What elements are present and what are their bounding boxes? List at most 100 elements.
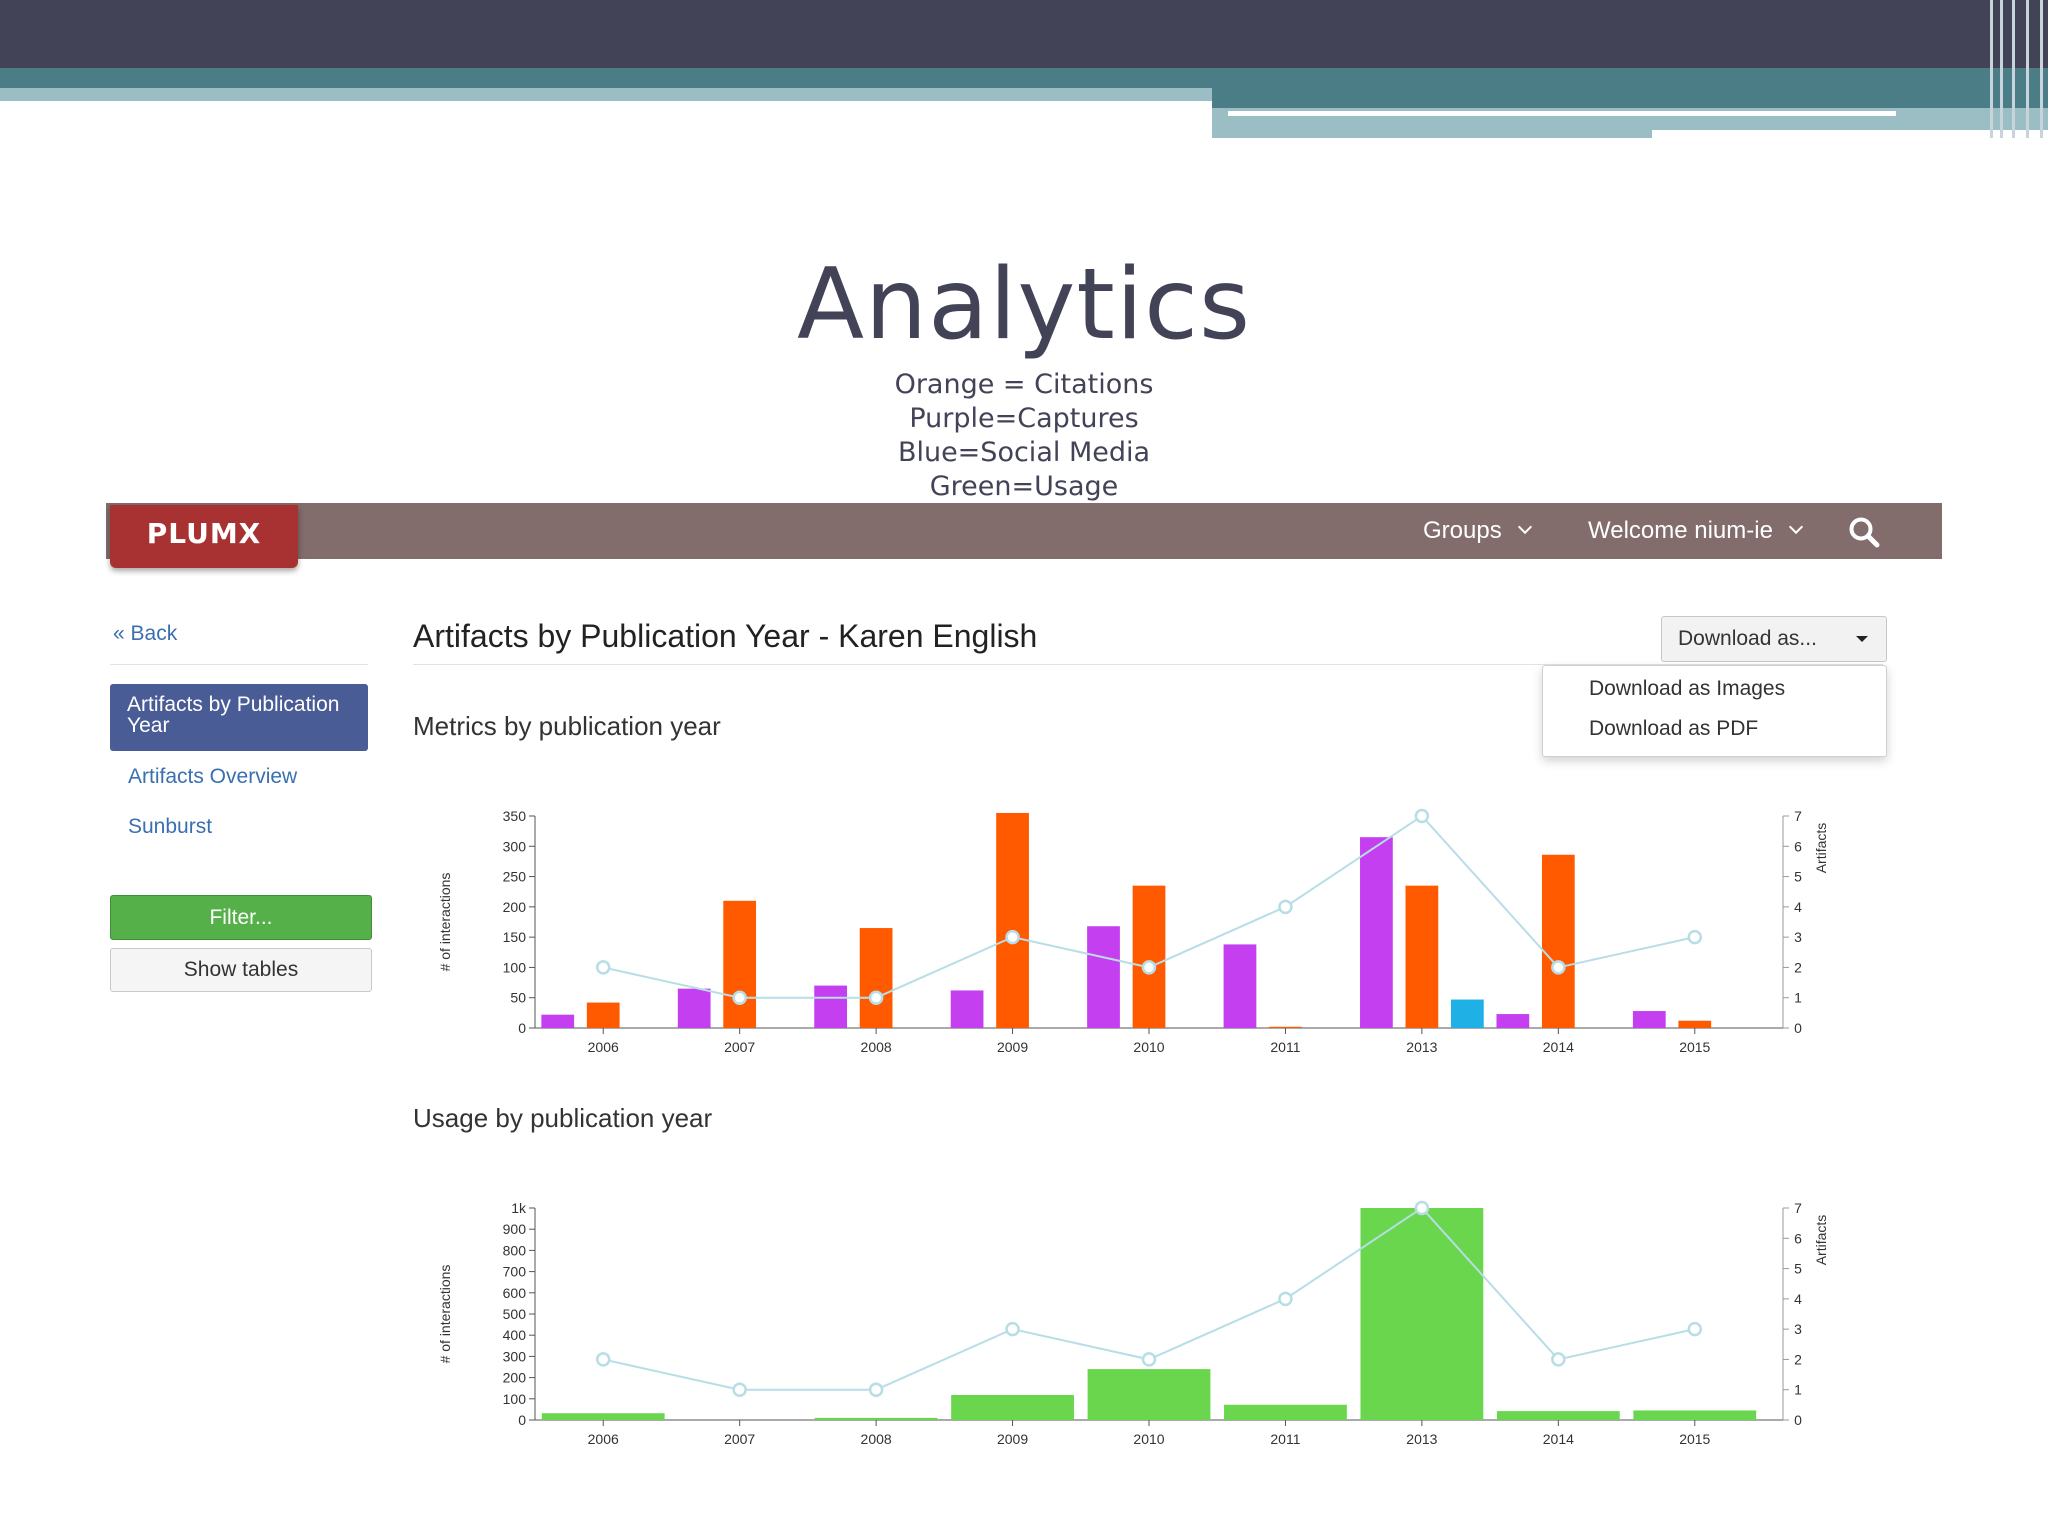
bar-citations xyxy=(1678,1020,1712,1028)
y2-tick-label: 4 xyxy=(1794,1291,1802,1307)
metrics-chart-title: Metrics by publication year xyxy=(413,711,721,741)
artifacts-point xyxy=(1551,1352,1566,1367)
sidebar-item-sunburst[interactable]: Sunburst xyxy=(128,815,213,838)
y-tick-label: 200 xyxy=(503,899,527,915)
artifacts-point xyxy=(1278,899,1293,915)
artifacts-point xyxy=(868,990,884,1005)
sidebar-item-artifacts-overview[interactable]: Artifacts Overview xyxy=(128,765,298,788)
download-button[interactable]: Download as... xyxy=(1661,616,1887,662)
legend-line-citations: Orange = Citations xyxy=(894,369,1154,400)
top-navbar xyxy=(106,503,1942,559)
show-tables-button[interactable]: Show tables xyxy=(110,948,372,992)
artifacts-point xyxy=(732,990,747,1005)
groups-menu[interactable]: Groups xyxy=(1423,503,1532,559)
plumx-logo[interactable]: PLUMX xyxy=(110,505,298,568)
bar-captures xyxy=(1223,944,1257,1028)
bar-citations xyxy=(1132,885,1166,1028)
y-tick-label: 0 xyxy=(518,1412,526,1428)
title-divider xyxy=(413,664,1883,665)
bar-usage xyxy=(541,1413,665,1420)
y2-tick-label: 5 xyxy=(1794,869,1802,885)
bar-citations xyxy=(996,812,1029,1028)
x-tick-label: 2011 xyxy=(1270,1039,1300,1055)
download-images-option[interactable]: Download as Images xyxy=(1589,677,1786,700)
legend-line-social: Blue=Social Media xyxy=(897,437,1151,468)
welcome-label: Welcome nium-ie xyxy=(1588,517,1773,544)
x-tick-label: 2014 xyxy=(1543,1039,1574,1055)
download-pdf-option[interactable]: Download as PDF xyxy=(1589,717,1759,740)
x-tick-label: 2013 xyxy=(1406,1039,1437,1055)
bar-usage xyxy=(951,1394,1074,1420)
x-tick-label: 2015 xyxy=(1679,1431,1710,1447)
bar-citations xyxy=(723,900,757,1028)
bar-captures xyxy=(677,988,711,1028)
x-tick-label: 2010 xyxy=(1133,1039,1164,1055)
sidebar-item-artifacts-by-year[interactable]: Artifacts by Publication Year xyxy=(110,684,368,751)
filter-button[interactable]: Filter... xyxy=(110,895,372,940)
artifacts-point xyxy=(1005,929,1020,945)
artifacts-point xyxy=(1551,960,1566,975)
color-legend: Orange = Citations Purple=Captures Blue=… xyxy=(0,368,2048,504)
y2-tick-label: 6 xyxy=(1794,838,1802,854)
artifacts-point xyxy=(1005,1321,1020,1337)
artifacts-point xyxy=(1278,1291,1293,1307)
legend-line-usage: Green=Usage xyxy=(929,471,1119,502)
y-tick-label: 500 xyxy=(503,1306,527,1322)
y-tick-label: 200 xyxy=(503,1370,527,1386)
y-tick-label: 100 xyxy=(503,959,527,975)
x-tick-label: 2006 xyxy=(588,1431,619,1447)
y-tick-label: 0 xyxy=(518,1020,526,1036)
x-tick-label: 2009 xyxy=(997,1039,1028,1055)
y2-tick-label: 6 xyxy=(1794,1230,1802,1246)
bar-captures xyxy=(950,990,984,1028)
x-tick-label: 2008 xyxy=(861,1431,892,1447)
y2-tick-label: 1 xyxy=(1794,1382,1802,1398)
y-tick-label: 350 xyxy=(503,808,527,824)
metrics-chart: 0 50 100 150 200 250 300 350 0 1 2 3 4 5 6 7 # of intera… xyxy=(437,808,1829,1055)
download-label: Download as... xyxy=(1678,627,1817,650)
bar-usage xyxy=(1087,1369,1211,1420)
y2-tick-label: 0 xyxy=(1794,1412,1802,1428)
x-tick-label: 2008 xyxy=(861,1039,892,1055)
sidebar-divider xyxy=(110,664,368,665)
artifacts-point xyxy=(1687,929,1703,945)
bar-usage xyxy=(1224,1404,1347,1420)
x-tick-label: 2013 xyxy=(1406,1431,1437,1447)
slide-stripe xyxy=(2040,0,2043,138)
back-link[interactable]: « Back xyxy=(113,622,178,645)
chevron-down-icon xyxy=(1517,519,1532,535)
artifacts-point xyxy=(868,1382,884,1397)
y2-tick-label: 1 xyxy=(1794,990,1802,1006)
user-menu[interactable]: Welcome nium-ie xyxy=(1588,503,1804,559)
artifacts-point xyxy=(1687,1321,1703,1337)
x-tick-label: 2011 xyxy=(1270,1431,1300,1447)
slide-white-line xyxy=(1652,130,2048,138)
bar-citations xyxy=(1541,854,1575,1028)
slide-light-band xyxy=(0,88,1212,101)
usage-chart-title: Usage by publication year xyxy=(413,1103,713,1133)
artifacts-point xyxy=(732,1382,747,1397)
bar-usage xyxy=(814,1417,938,1420)
bar-usage xyxy=(1633,1410,1757,1420)
y2-tick-label: 7 xyxy=(1794,1200,1802,1216)
slide-top-band xyxy=(0,0,2048,68)
bar-usage xyxy=(1496,1411,1620,1420)
y2-axis-title: Artifacts xyxy=(1813,1215,1829,1266)
y2-tick-label: 3 xyxy=(1794,1321,1802,1337)
y-tick-label: 100 xyxy=(503,1391,527,1407)
y2-axis-title: Artifacts xyxy=(1813,823,1829,874)
groups-label: Groups xyxy=(1423,517,1502,544)
slide-stripe xyxy=(2026,0,2029,138)
y-tick-label: 700 xyxy=(503,1264,527,1280)
plumx-logo-text: PLUMX xyxy=(146,517,262,550)
x-tick-label: 2015 xyxy=(1679,1039,1710,1055)
y2-tick-label: 4 xyxy=(1794,899,1802,915)
y-tick-label: 600 xyxy=(503,1285,527,1301)
y2-tick-label: 7 xyxy=(1794,808,1802,824)
bar-captures xyxy=(541,1014,575,1028)
caret-down-icon xyxy=(1856,636,1868,642)
y2-tick-label: 2 xyxy=(1794,1351,1802,1367)
search-icon[interactable] xyxy=(1848,516,1880,548)
bar-social-media xyxy=(1450,999,1484,1028)
bar-captures xyxy=(814,985,848,1028)
